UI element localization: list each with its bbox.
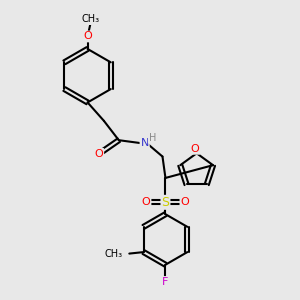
Text: N: N — [140, 138, 149, 148]
Text: H: H — [149, 133, 156, 143]
Text: O: O — [142, 197, 151, 207]
Text: CH₃: CH₃ — [105, 249, 123, 259]
Text: F: F — [162, 277, 169, 287]
Text: S: S — [161, 196, 169, 209]
Text: O: O — [83, 32, 92, 41]
Text: O: O — [94, 149, 103, 159]
Text: O: O — [180, 197, 189, 207]
Text: CH₃: CH₃ — [82, 14, 100, 24]
Text: O: O — [191, 144, 200, 154]
